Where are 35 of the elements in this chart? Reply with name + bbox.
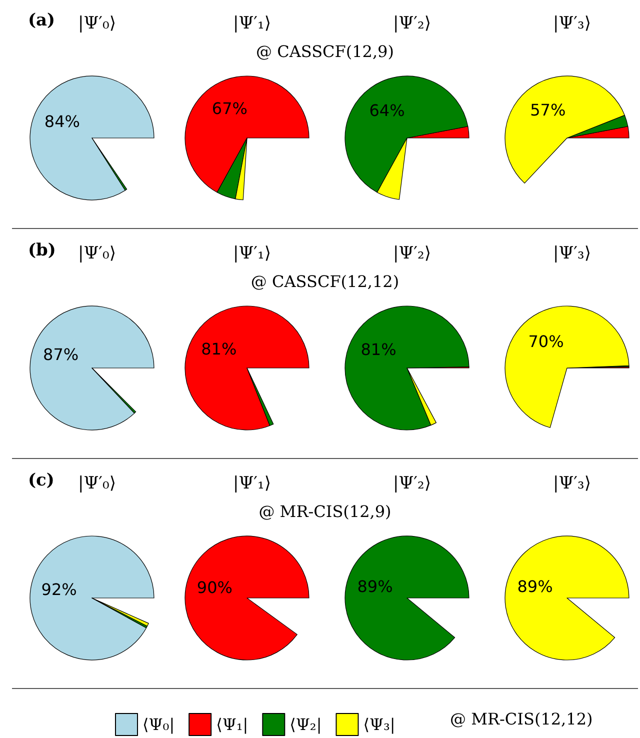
legend-label: ⟨Ψ₃| xyxy=(363,715,396,734)
data-label: 84% xyxy=(44,112,80,132)
text: (c) xyxy=(28,470,54,490)
data-label: 81% xyxy=(360,340,396,359)
data-label: 67% xyxy=(212,99,248,118)
data-label: 92% xyxy=(41,580,77,600)
data-label: 81% xyxy=(201,339,237,358)
data-label: 70% xyxy=(528,332,564,351)
data-label: 90% xyxy=(196,578,232,597)
data-label: 89% xyxy=(517,576,553,596)
chart-title: |Ψ′₁⟩ xyxy=(233,474,271,494)
chart-title: |Ψ′₂⟩ xyxy=(393,244,431,264)
chart-title: |Ψ′₃⟩ xyxy=(553,14,591,34)
legend-label: ⟨Ψ₂| xyxy=(290,715,322,734)
text: (b) xyxy=(28,240,56,260)
chart-title: |Ψ′₂⟩ xyxy=(393,14,431,34)
chart-title: |Ψ′₀⟩ xyxy=(78,474,116,494)
legend-label: ⟨Ψ₀| xyxy=(142,715,175,734)
text: @ MR-CIS(12,9) xyxy=(258,502,392,521)
text: @ CASSCF(12,12) xyxy=(250,272,400,291)
data-label: 89% xyxy=(357,576,393,596)
text: (a) xyxy=(28,10,56,30)
data-label: 87% xyxy=(43,344,79,364)
data-label: 57% xyxy=(530,100,566,120)
chart-title: |Ψ′₁⟩ xyxy=(233,244,271,264)
data-label: 64% xyxy=(369,100,405,120)
chart-title: |Ψ′₃⟩ xyxy=(553,474,591,494)
chart-title: |Ψ′₂⟩ xyxy=(393,474,431,494)
chart-subtitle: @ CASSCF(12,9) xyxy=(255,42,395,61)
chart-title: |Ψ′₀⟩ xyxy=(78,244,116,264)
legend-title: @ MR-CIS(12,12) xyxy=(450,710,593,728)
chart-title: |Ψ′₀⟩ xyxy=(78,14,116,34)
chart-title: |Ψ′₁⟩ xyxy=(233,14,271,34)
chart-title: |Ψ′₃⟩ xyxy=(553,244,591,264)
legend-label: ⟨Ψ₁| xyxy=(216,715,248,734)
